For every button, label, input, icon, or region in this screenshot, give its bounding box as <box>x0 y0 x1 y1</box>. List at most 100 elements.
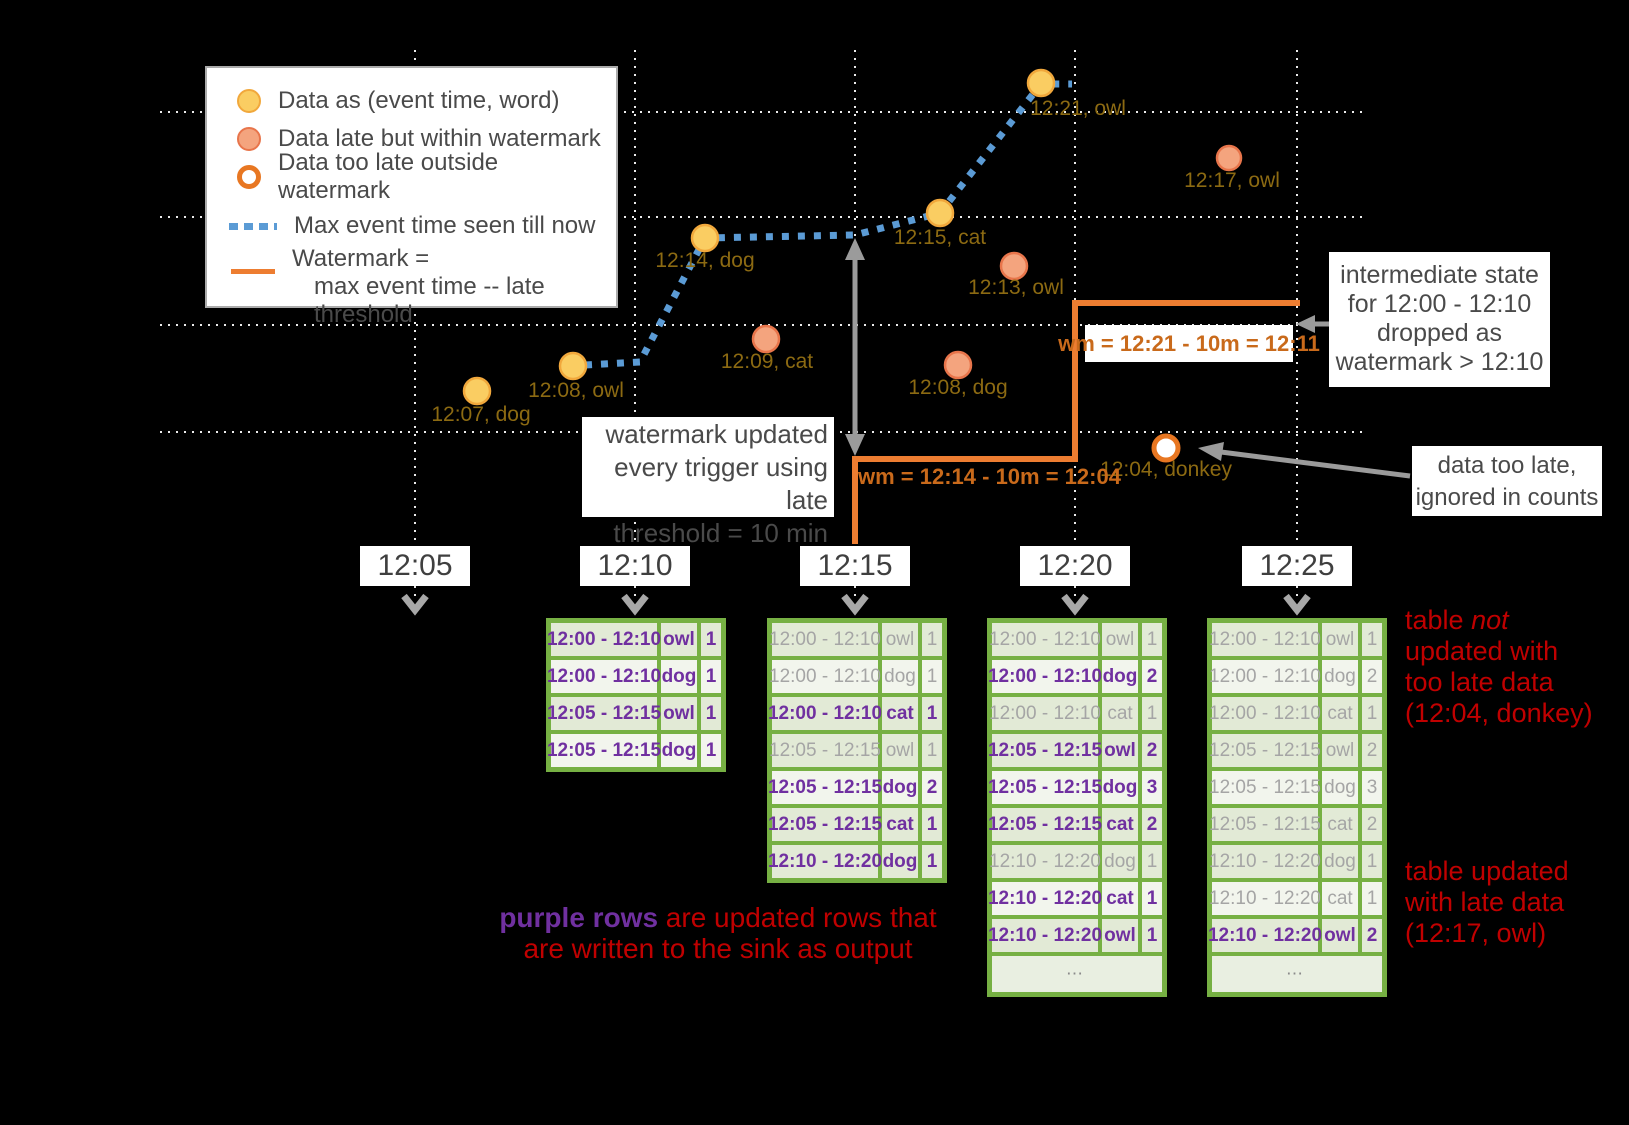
word-cell: dog <box>882 660 918 693</box>
point-label: 12:14, dog <box>655 249 755 272</box>
count-cell: 1 <box>1142 919 1162 952</box>
note-table-updated: table updated with late data (12:17, owl… <box>1405 856 1569 949</box>
count-cell: 1 <box>922 697 942 730</box>
watermark-value-2-box: wm = 12:21 - 10m = 12:11 <box>1058 325 1320 362</box>
callout-line: data too late, <box>1437 452 1577 479</box>
table-row: 12:00 - 12:10 cat 1 <box>989 697 1162 730</box>
legend-label: Data late but within watermark <box>278 125 601 152</box>
count-cell: 1 <box>922 845 942 878</box>
word-cell: owl <box>1322 623 1358 656</box>
time-box-12-20: 12:20 <box>1020 546 1130 586</box>
callout-line: threshold = 10 min <box>613 518 828 548</box>
word-cell: cat <box>882 697 918 730</box>
window-cell: 12:00 - 12:10 <box>769 623 881 656</box>
callout-line: for 12:00 - 12:10 <box>1347 290 1532 318</box>
point-12-08-owl <box>558 351 588 381</box>
legend-item-max-event-line: Max event time seen till now <box>229 207 616 245</box>
legend-label: Max event time seen till now <box>294 212 596 239</box>
note-line: with late data <box>1405 887 1565 917</box>
window-cell: 12:00 - 12:10 <box>547 623 661 656</box>
window-cell: 12:00 - 12:10 <box>1209 623 1321 656</box>
count-cell: 1 <box>922 734 942 767</box>
point-label: 12:08, dog <box>908 376 1008 399</box>
result-table-12-25: 12:00 - 12:10 owl 1 12:00 - 12:10 dog 2 … <box>1207 618 1387 997</box>
word-cell: dog <box>1102 660 1138 693</box>
word-cell: cat <box>1322 808 1358 841</box>
count-cell: 3 <box>1362 771 1382 804</box>
window-cell: 12:10 - 12:20 <box>1209 882 1321 915</box>
callout-line: watermark > 12:10 <box>1335 348 1544 376</box>
time-box-12-25: 12:25 <box>1242 546 1352 586</box>
window-cell: 12:10 - 12:20 <box>768 845 882 878</box>
count-cell: 1 <box>1362 623 1382 656</box>
window-cell: 12:10 - 12:20 <box>1209 845 1321 878</box>
window-cell: 12:00 - 12:10 <box>547 660 661 693</box>
table-row: 12:10 - 12:20 dog 1 <box>1209 845 1382 878</box>
word-cell: owl <box>882 623 918 656</box>
data-points <box>462 68 1243 463</box>
table-row: 12:00 - 12:10 owl 1 <box>769 623 942 656</box>
word-cell: owl <box>1322 919 1358 952</box>
window-cell: 12:05 - 12:15 <box>769 734 881 767</box>
table-row: 12:05 - 12:15 cat 2 <box>988 808 1162 841</box>
point-label: 12:21, owl <box>1030 97 1126 120</box>
window-cell: 12:05 - 12:15 <box>768 771 882 804</box>
table-row: 12:05 - 12:15 owl 1 <box>547 697 721 730</box>
word-cell: owl <box>1102 734 1138 767</box>
window-cell: 12:05 - 12:15 <box>768 808 882 841</box>
note-line: purple rows are updated rows that <box>418 902 1018 933</box>
window-cell: ⋯ <box>1212 956 1382 992</box>
table-row: 12:10 - 12:20 owl 2 <box>1208 919 1382 952</box>
count-cell: 2 <box>1362 734 1382 767</box>
table-row: ⋯ <box>992 956 1162 992</box>
window-cell: ⋯ <box>992 956 1162 992</box>
note-line: table not <box>1405 605 1593 636</box>
window-cell: 12:05 - 12:15 <box>547 697 661 730</box>
note-table-not-updated: table not updated with too late data (12… <box>1405 605 1593 729</box>
count-cell: 1 <box>701 697 721 730</box>
word-cell: cat <box>1102 697 1138 730</box>
legend-item-too-late: Data too late outside watermark <box>229 149 616 204</box>
count-cell: 1 <box>1142 623 1162 656</box>
count-cell: 1 <box>701 734 721 767</box>
note-line: updated with <box>1405 636 1559 666</box>
window-cell: 12:05 - 12:15 <box>988 734 1102 767</box>
window-cell: 12:00 - 12:10 <box>988 660 1102 693</box>
count-cell: 1 <box>922 808 942 841</box>
time-box-12-10: 12:10 <box>580 546 690 586</box>
result-table-12-20: 12:00 - 12:10 owl 1 12:00 - 12:10 dog 2 … <box>987 618 1167 997</box>
time-box-12-05: 12:05 <box>360 546 470 586</box>
count-cell: 1 <box>1362 697 1382 730</box>
window-cell: 12:00 - 12:10 <box>768 697 882 730</box>
legend-item-watermark-line: Watermark = max event time -- late thres… <box>229 245 616 329</box>
word-cell: cat <box>1322 697 1358 730</box>
window-cell: 12:05 - 12:15 <box>988 808 1102 841</box>
table-row: 12:00 - 12:10 owl 1 <box>1209 623 1382 656</box>
word-cell: dog <box>1322 660 1358 693</box>
table-row: 12:05 - 12:15 cat 2 <box>1209 808 1382 841</box>
table-row: 12:05 - 12:15 dog 3 <box>988 771 1162 804</box>
window-cell: 12:10 - 12:20 <box>988 882 1102 915</box>
time-box-12-15: 12:15 <box>800 546 910 586</box>
window-cell: 12:05 - 12:15 <box>1209 734 1321 767</box>
word-cell: owl <box>1322 734 1358 767</box>
purple-rows-text: purple rows <box>499 902 659 933</box>
word-cell: cat <box>882 808 918 841</box>
point-12-14-dog <box>690 223 720 253</box>
callout-line: intermediate state <box>1340 261 1539 289</box>
count-cell: 2 <box>1142 734 1162 767</box>
point-12-09-cat <box>751 324 781 354</box>
table-row: 12:05 - 12:15 owl 1 <box>769 734 942 767</box>
legend-label: Data too late outside watermark <box>278 149 499 204</box>
point-label: 12:09, cat <box>720 350 814 373</box>
point-label: 12:04, donkey <box>1100 458 1232 481</box>
word-cell: owl <box>1102 623 1138 656</box>
count-cell: 1 <box>922 623 942 656</box>
note-text-italic: not <box>1471 605 1509 635</box>
count-cell: 2 <box>922 771 942 804</box>
count-cell: 1 <box>922 660 942 693</box>
point-12-13-owl <box>999 251 1029 281</box>
point-label: 12:13, owl <box>968 276 1064 299</box>
axis-arrowheads <box>401 593 1311 616</box>
